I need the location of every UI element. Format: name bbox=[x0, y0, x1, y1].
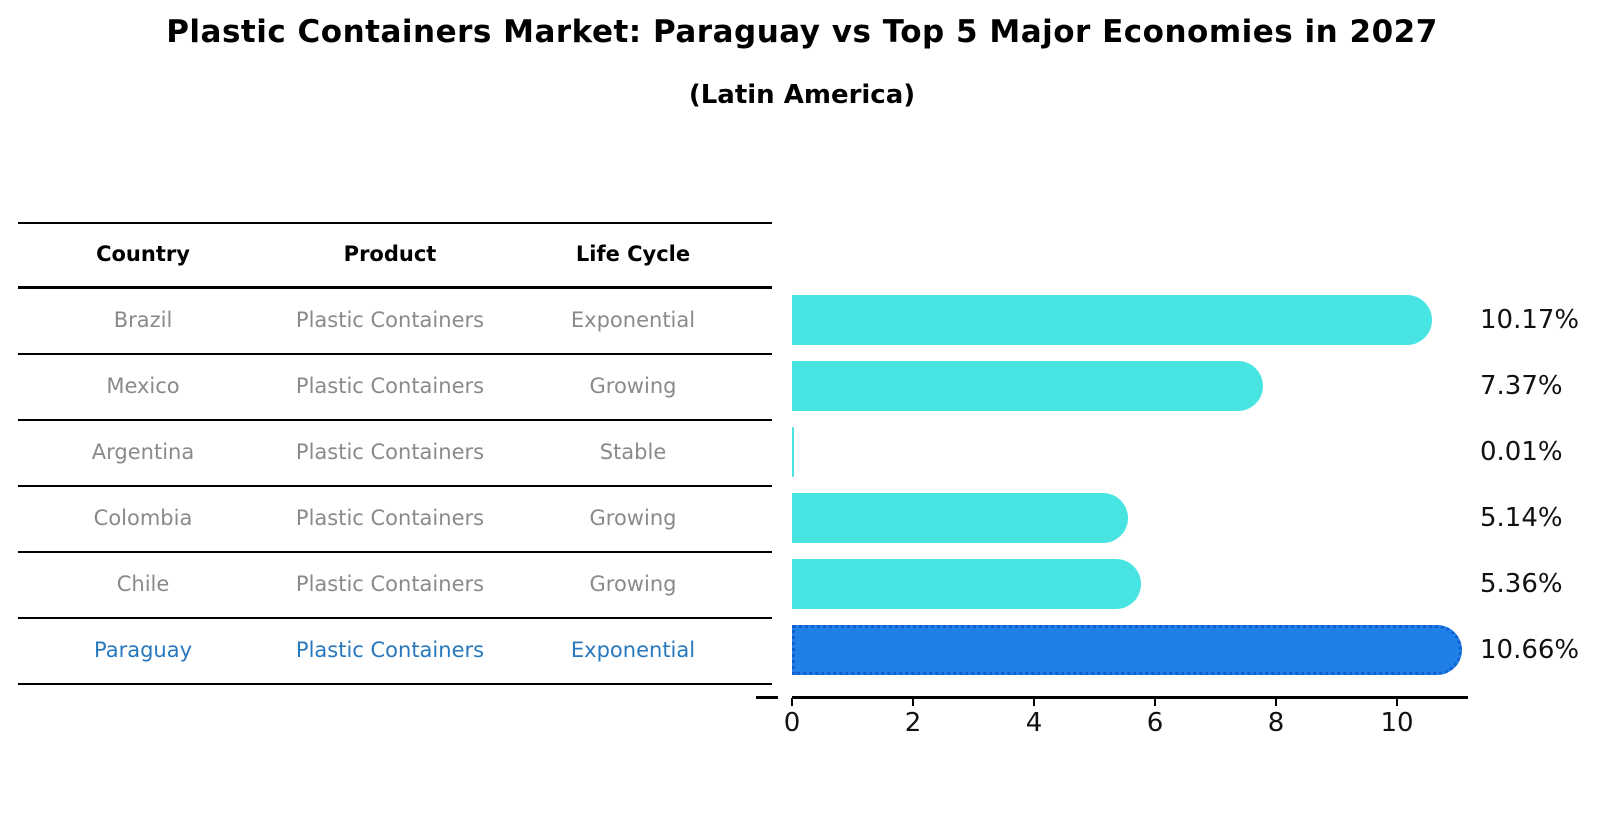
x-axis-tick bbox=[1154, 698, 1156, 706]
table-cell-product: Plastic Containers bbox=[295, 506, 485, 530]
table-row-rule bbox=[18, 551, 772, 553]
x-axis-tick-label: 2 bbox=[904, 708, 922, 738]
table-cell-product: Plastic Containers bbox=[295, 374, 485, 398]
table-cell-country: Brazil bbox=[113, 308, 173, 332]
table-header-product: Product bbox=[343, 242, 437, 266]
table-row-rule bbox=[18, 353, 772, 355]
value-label: 0.01% bbox=[1480, 437, 1563, 467]
value-label: 7.37% bbox=[1480, 371, 1563, 401]
bar-mexico bbox=[792, 361, 1263, 411]
table-cell-product: Plastic Containers bbox=[295, 572, 485, 596]
value-label: 10.17% bbox=[1480, 305, 1580, 335]
x-axis-line bbox=[792, 696, 1468, 699]
bar-colombia bbox=[792, 493, 1128, 543]
x-axis-tick-label: 6 bbox=[1146, 708, 1164, 738]
table-row-rule bbox=[18, 617, 772, 619]
value-label: 10.66% bbox=[1480, 635, 1580, 665]
bar-chart-plot-area: 10.17% 7.37% 0.01% 5.14% 5.36% 10.66% 0 … bbox=[756, 287, 1604, 738]
table-header-rule bbox=[18, 286, 772, 289]
chart-title: Plastic Containers Market: Paraguay vs T… bbox=[166, 14, 1438, 50]
table-cell-country: Chile bbox=[116, 572, 170, 596]
x-axis-tick-label: 4 bbox=[1025, 708, 1043, 738]
axis-left-dash bbox=[756, 696, 778, 699]
table-cell-country: Argentina bbox=[91, 440, 195, 464]
table-cell-life-cycle: Exponential bbox=[570, 308, 696, 332]
table-top-rule bbox=[18, 222, 772, 224]
x-axis-tick-label: 0 bbox=[783, 708, 801, 738]
table-cell-country: Mexico bbox=[106, 374, 180, 398]
bar-brazil bbox=[792, 295, 1433, 345]
table-cell-product: Plastic Containers bbox=[295, 638, 485, 662]
table-row-rule bbox=[18, 419, 772, 421]
bar-chile bbox=[792, 559, 1142, 609]
table-header-country: Country bbox=[96, 242, 190, 266]
x-axis-tick bbox=[1033, 698, 1035, 706]
x-axis-tick bbox=[791, 698, 793, 706]
value-label: 5.36% bbox=[1480, 569, 1563, 599]
table-cell-country: Paraguay bbox=[93, 638, 193, 662]
table-cell-product: Plastic Containers bbox=[295, 308, 485, 332]
bar-paraguay bbox=[792, 625, 1462, 675]
table-cell-product: Plastic Containers bbox=[295, 440, 485, 464]
table-cell-life-cycle: Stable bbox=[599, 440, 667, 464]
value-label: 5.14% bbox=[1480, 503, 1563, 533]
x-axis-tick bbox=[1275, 698, 1277, 706]
chart-subtitle: (Latin America) bbox=[688, 80, 916, 110]
bar-argentina bbox=[792, 427, 794, 477]
table-cell-life-cycle: Growing bbox=[589, 572, 677, 596]
table-cell-country: Colombia bbox=[93, 506, 193, 530]
table-cell-life-cycle: Growing bbox=[589, 506, 677, 530]
table-cell-life-cycle: Exponential bbox=[570, 638, 696, 662]
x-axis-tick-label: 8 bbox=[1267, 708, 1285, 738]
x-axis-tick-label: 10 bbox=[1380, 708, 1414, 738]
x-axis-tick bbox=[912, 698, 914, 706]
table-header-life-cycle: Life Cycle bbox=[575, 242, 691, 266]
table-row-rule bbox=[18, 485, 772, 487]
x-axis-tick bbox=[1396, 698, 1398, 706]
table-cell-life-cycle: Growing bbox=[589, 374, 677, 398]
table-bottom-rule bbox=[18, 683, 772, 685]
